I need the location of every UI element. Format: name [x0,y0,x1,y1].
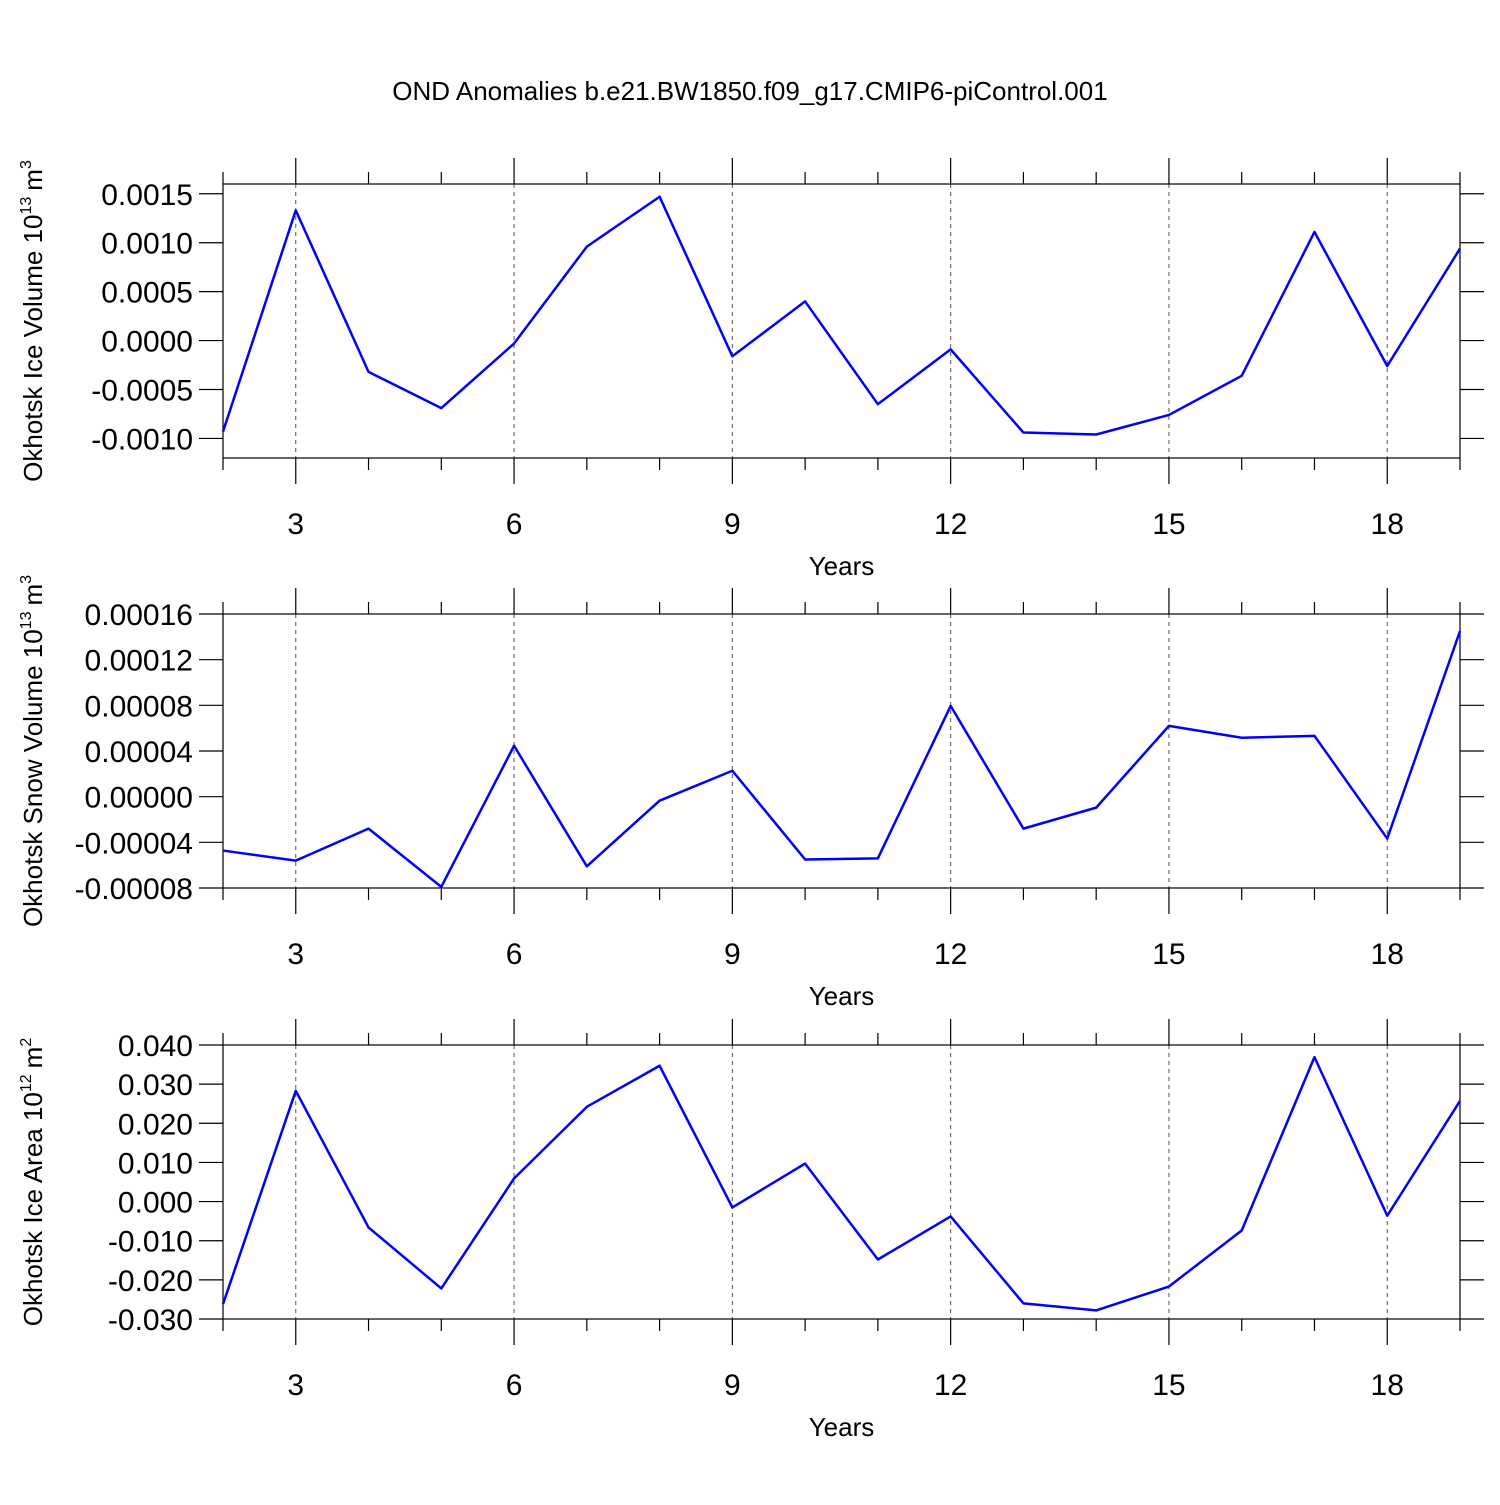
x-tick-label: 12 [934,508,967,541]
plot-frame [222,183,1461,459]
x-tick-label: 15 [1152,938,1185,971]
y-axis-label-exponent: 13 [18,611,35,629]
data-line [221,1055,1462,1312]
data-line [221,195,1462,436]
y-axis-label: Okhotsk Ice Area 1012 m2 [18,1038,48,1327]
x-tick-label: 18 [1371,1369,1404,1402]
plot-frame [222,1044,1461,1320]
chart-title: OND Anomalies b.e21.BW1850.f09_g17.CMIP6… [392,76,1107,106]
x-tick-label: 3 [287,1369,304,1402]
y-axis-label-unit: m [18,584,48,606]
y-axis-label: Okhotsk Ice Volume 1013 m3 [18,160,48,482]
y-tick-label: -0.0005 [91,375,193,408]
y-tick-label: 0.00016 [85,599,193,632]
y-axis-label-exponent: 12 [18,1074,35,1092]
x-tick-label: 6 [506,508,523,541]
x-axis-label: Years [809,1412,875,1442]
x-tick-label: 6 [506,938,523,971]
x-tick-label: 18 [1371,508,1404,541]
x-tick-label: 9 [724,508,741,541]
data-line [222,630,1462,889]
x-axis-label: Years [809,551,875,581]
y-tick-label: 0.040 [118,1030,193,1063]
y-tick-label: -0.010 [108,1226,193,1259]
x-tick-label: 9 [724,938,741,971]
x-axis-label: Years [809,981,875,1011]
y-tick-label: 0.0000 [101,326,193,359]
y-tick-label: 0.00000 [85,782,193,815]
y-axis-label-unit-exponent: 3 [18,575,35,584]
x-tick-label: 9 [724,1369,741,1402]
y-tick-label: 0.00008 [85,690,193,723]
y-tick-label: 0.00012 [85,645,193,678]
x-tick-label: 3 [287,508,304,541]
y-axis-label: Okhotsk Snow Volume 1013 m3 [18,575,48,927]
y-tick-label: -0.00004 [75,827,193,860]
y-tick-label: 0.010 [118,1147,193,1180]
y-tick-label: 0.00004 [85,736,193,769]
y-tick-label: -0.020 [108,1265,193,1298]
y-tick-label: -0.030 [108,1304,193,1337]
y-tick-label: 0.030 [118,1069,193,1102]
y-axis-label-unit: m [18,1047,48,1069]
x-tick-label: 15 [1152,508,1185,541]
y-axis-label-unit-exponent: 2 [18,1038,35,1047]
y-axis-label-text: Okhotsk Ice Area 10 [18,1092,48,1326]
y-tick-label: -0.0010 [91,423,193,456]
y-tick-label: 0.0005 [101,277,193,310]
y-axis-label-unit-exponent: 3 [18,160,35,169]
x-tick-label: 12 [934,938,967,971]
plot-frame [222,613,1461,889]
y-tick-label: -0.00008 [75,873,193,906]
y-tick-label: 0.000 [118,1187,193,1220]
x-tick-label: 15 [1152,1369,1185,1402]
x-tick-label: 12 [934,1369,967,1402]
x-tick-label: 18 [1371,938,1404,971]
y-tick-label: 0.0015 [101,179,193,212]
x-tick-label: 6 [506,1369,523,1402]
y-axis-label-text: Okhotsk Snow Volume 10 [18,629,48,927]
y-axis-label-text: Okhotsk Ice Volume 10 [18,215,48,482]
y-tick-label: 0.020 [118,1108,193,1141]
x-tick-label: 3 [287,938,304,971]
y-tick-label: 0.0010 [101,228,193,261]
y-axis-label-exponent: 13 [18,197,35,215]
y-axis-label-unit: m [18,169,48,191]
